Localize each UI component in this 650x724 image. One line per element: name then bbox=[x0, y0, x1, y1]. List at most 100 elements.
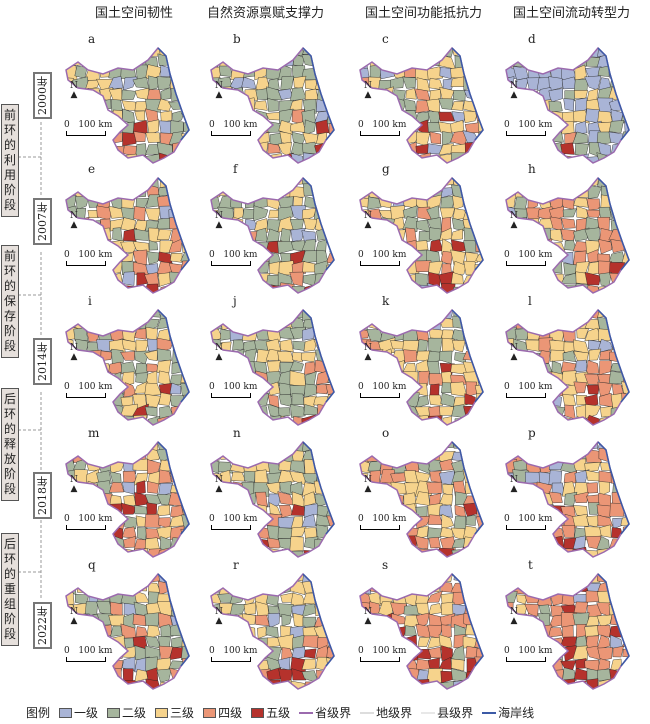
legend-item-line-3: 县级界 bbox=[421, 704, 473, 721]
county-region-class-2 bbox=[241, 48, 259, 58]
province-boundary bbox=[505, 46, 630, 164]
county-region-class-2 bbox=[99, 142, 112, 158]
county-region-class-1 bbox=[406, 153, 419, 163]
county-region-class-3 bbox=[514, 493, 529, 507]
county-region-class-4 bbox=[291, 260, 306, 274]
county-region-class-4 bbox=[366, 574, 384, 584]
county-region-class-2 bbox=[415, 178, 432, 187]
county-region-class-3 bbox=[326, 493, 334, 506]
county-region-class-2 bbox=[211, 458, 220, 474]
county-region-class-2 bbox=[450, 470, 467, 486]
county-region-class-2 bbox=[327, 537, 334, 552]
county-region-class-5 bbox=[73, 548, 89, 557]
county-region-class-2 bbox=[231, 359, 246, 375]
county-region-class-1 bbox=[512, 442, 530, 451]
county-region-class-4 bbox=[428, 373, 444, 386]
county-region-class-1 bbox=[134, 48, 147, 58]
county-region-class-3 bbox=[441, 337, 455, 352]
map-panel-d: d N ▲ 0 100 km bbox=[498, 32, 638, 168]
county-region-class-3 bbox=[402, 548, 420, 557]
county-region-class-2 bbox=[326, 341, 334, 354]
county-region-class-5 bbox=[516, 559, 529, 562]
county-region-class-3 bbox=[84, 574, 100, 584]
county-region-class-1 bbox=[181, 690, 195, 694]
county-region-class-4 bbox=[610, 417, 626, 425]
county-region-class-4 bbox=[537, 574, 554, 583]
county-region-class-1 bbox=[478, 442, 483, 450]
legend-swatch bbox=[251, 707, 265, 718]
county-region-class-3 bbox=[549, 448, 565, 462]
panel-letter: k bbox=[382, 294, 390, 308]
county-region-class-1 bbox=[121, 481, 135, 495]
county-region-class-3 bbox=[254, 100, 268, 111]
county-region-class-2 bbox=[562, 208, 577, 218]
county-region-class-2 bbox=[597, 65, 610, 77]
scale-zero: 0 bbox=[504, 382, 510, 392]
county-region-class-5 bbox=[242, 667, 259, 683]
county-region-class-3 bbox=[379, 404, 396, 416]
county-region-class-1 bbox=[206, 297, 222, 298]
county-region-class-3 bbox=[475, 393, 483, 409]
county-region-class-1 bbox=[550, 442, 563, 450]
county-region-class-4 bbox=[622, 648, 629, 657]
county-region-class-4 bbox=[144, 513, 161, 528]
panel-letter: e bbox=[88, 162, 96, 176]
column-header-function-resistance: 国土空间功能抵抗力 bbox=[365, 6, 483, 21]
county-region-class-4 bbox=[145, 164, 160, 168]
county-region-class-5 bbox=[120, 502, 138, 515]
county-region-class-2 bbox=[73, 310, 89, 321]
county-region-class-5 bbox=[613, 559, 625, 562]
county-region-class-3 bbox=[620, 481, 629, 497]
county-region-class-3 bbox=[325, 360, 334, 372]
county-region-class-5 bbox=[75, 414, 88, 425]
county-region-class-4 bbox=[622, 184, 629, 200]
county-region-class-2 bbox=[327, 469, 334, 485]
county-region-class-2 bbox=[360, 273, 372, 285]
county-region-class-2 bbox=[211, 361, 223, 375]
county-region-class-3 bbox=[562, 394, 576, 407]
panel-letter: i bbox=[88, 294, 92, 308]
county-region-class-4 bbox=[620, 547, 629, 557]
county-region-class-2 bbox=[302, 48, 319, 55]
legend-swatch bbox=[155, 707, 169, 718]
county-region-class-3 bbox=[367, 295, 384, 298]
county-region-class-3 bbox=[113, 428, 123, 430]
choropleth-map bbox=[65, 46, 190, 168]
county-region-class-2 bbox=[86, 178, 97, 189]
county-region-class-2 bbox=[244, 283, 259, 293]
county-region-class-4 bbox=[506, 416, 517, 425]
county-region-class-5 bbox=[622, 692, 638, 694]
county-region-class-3 bbox=[525, 625, 541, 637]
county-region-class-2 bbox=[72, 574, 90, 584]
province-boundary bbox=[210, 46, 335, 164]
county-region-class-3 bbox=[314, 442, 330, 452]
scale-zero: 0 bbox=[209, 514, 215, 524]
county-region-class-2 bbox=[417, 339, 428, 354]
county-region-class-4 bbox=[536, 350, 551, 365]
scale-zero: 0 bbox=[358, 120, 364, 130]
county-region-class-3 bbox=[525, 227, 538, 243]
county-region-class-4 bbox=[390, 154, 408, 163]
county-region-class-4 bbox=[109, 481, 125, 493]
county-region-class-3 bbox=[428, 48, 444, 59]
county-region-class-5 bbox=[462, 547, 478, 557]
county-region-class-5 bbox=[76, 558, 88, 562]
county-region-class-2 bbox=[621, 310, 629, 321]
county-region-class-2 bbox=[123, 48, 137, 57]
county-region-class-2 bbox=[379, 538, 395, 548]
county-region-class-2 bbox=[290, 87, 307, 102]
county-region-class-1 bbox=[609, 165, 623, 168]
county-region-class-3 bbox=[256, 178, 269, 188]
county-region-class-1 bbox=[326, 286, 334, 293]
choropleth-map bbox=[359, 308, 484, 426]
county-region-class-2 bbox=[328, 426, 341, 430]
county-region-class-2 bbox=[277, 527, 294, 539]
county-region-class-4 bbox=[622, 625, 629, 636]
legend-label: 三级 bbox=[170, 706, 195, 720]
county-region-class-3 bbox=[268, 153, 282, 163]
county-region-class-2 bbox=[562, 350, 577, 363]
county-region-class-5 bbox=[512, 283, 527, 293]
county-region-class-2 bbox=[232, 317, 247, 329]
county-region-class-3 bbox=[181, 492, 189, 508]
county-region-class-3 bbox=[563, 185, 574, 200]
